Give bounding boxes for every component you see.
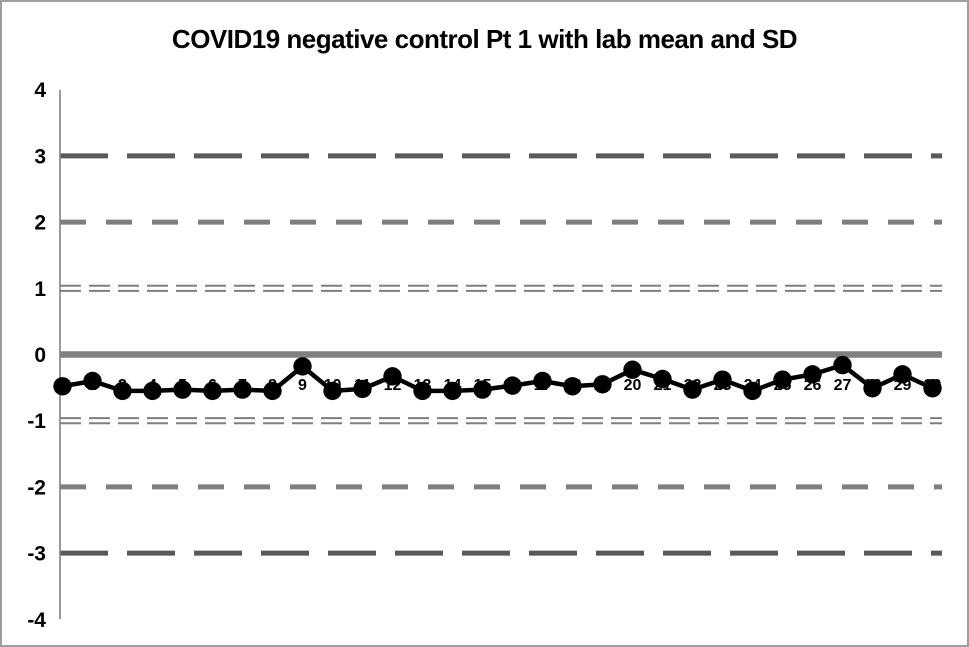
y-tick-label: 2 bbox=[34, 212, 46, 235]
y-tick-label: -3 bbox=[27, 543, 46, 566]
data-point bbox=[473, 380, 492, 399]
data-point bbox=[203, 381, 222, 401]
series-line bbox=[62, 362, 934, 394]
x-tick-label: 20 bbox=[624, 377, 642, 394]
data-point bbox=[233, 380, 252, 399]
data-point bbox=[293, 357, 312, 376]
data-point bbox=[683, 380, 702, 399]
data-point bbox=[533, 371, 552, 391]
data-point bbox=[503, 376, 522, 395]
y-tick-label: 0 bbox=[34, 344, 46, 367]
data-point bbox=[773, 370, 792, 389]
data-point bbox=[803, 365, 822, 384]
data-point bbox=[53, 377, 72, 396]
y-tick-label: 1 bbox=[34, 278, 46, 301]
data-point bbox=[143, 381, 162, 401]
y-tick-label: -1 bbox=[27, 410, 46, 433]
data-point bbox=[83, 371, 102, 391]
data-point bbox=[263, 381, 282, 401]
data-point bbox=[383, 367, 402, 386]
x-tick-label: 9 bbox=[298, 377, 307, 394]
y-tick-label: -4 bbox=[27, 609, 46, 632]
data-point bbox=[593, 375, 612, 394]
data-point bbox=[623, 360, 642, 379]
x-tick-label: 27 bbox=[834, 377, 852, 394]
data-point bbox=[713, 370, 732, 389]
data-point bbox=[743, 381, 762, 401]
data-point bbox=[113, 381, 132, 401]
data-point bbox=[893, 365, 912, 384]
data-point bbox=[833, 355, 852, 375]
y-tick-label: 3 bbox=[34, 145, 46, 168]
data-point bbox=[323, 381, 342, 401]
data-point bbox=[653, 369, 672, 389]
chart-title: COVID19 negative control Pt 1 with lab m… bbox=[171, 24, 798, 54]
data-point bbox=[863, 379, 882, 398]
data-point bbox=[443, 381, 462, 401]
data-point bbox=[413, 381, 432, 401]
data-point bbox=[563, 377, 582, 396]
data-point bbox=[923, 379, 942, 398]
data-point bbox=[353, 379, 372, 399]
y-tick-label: -2 bbox=[27, 476, 46, 499]
y-tick-label: 4 bbox=[34, 79, 46, 102]
data-point bbox=[173, 380, 192, 399]
